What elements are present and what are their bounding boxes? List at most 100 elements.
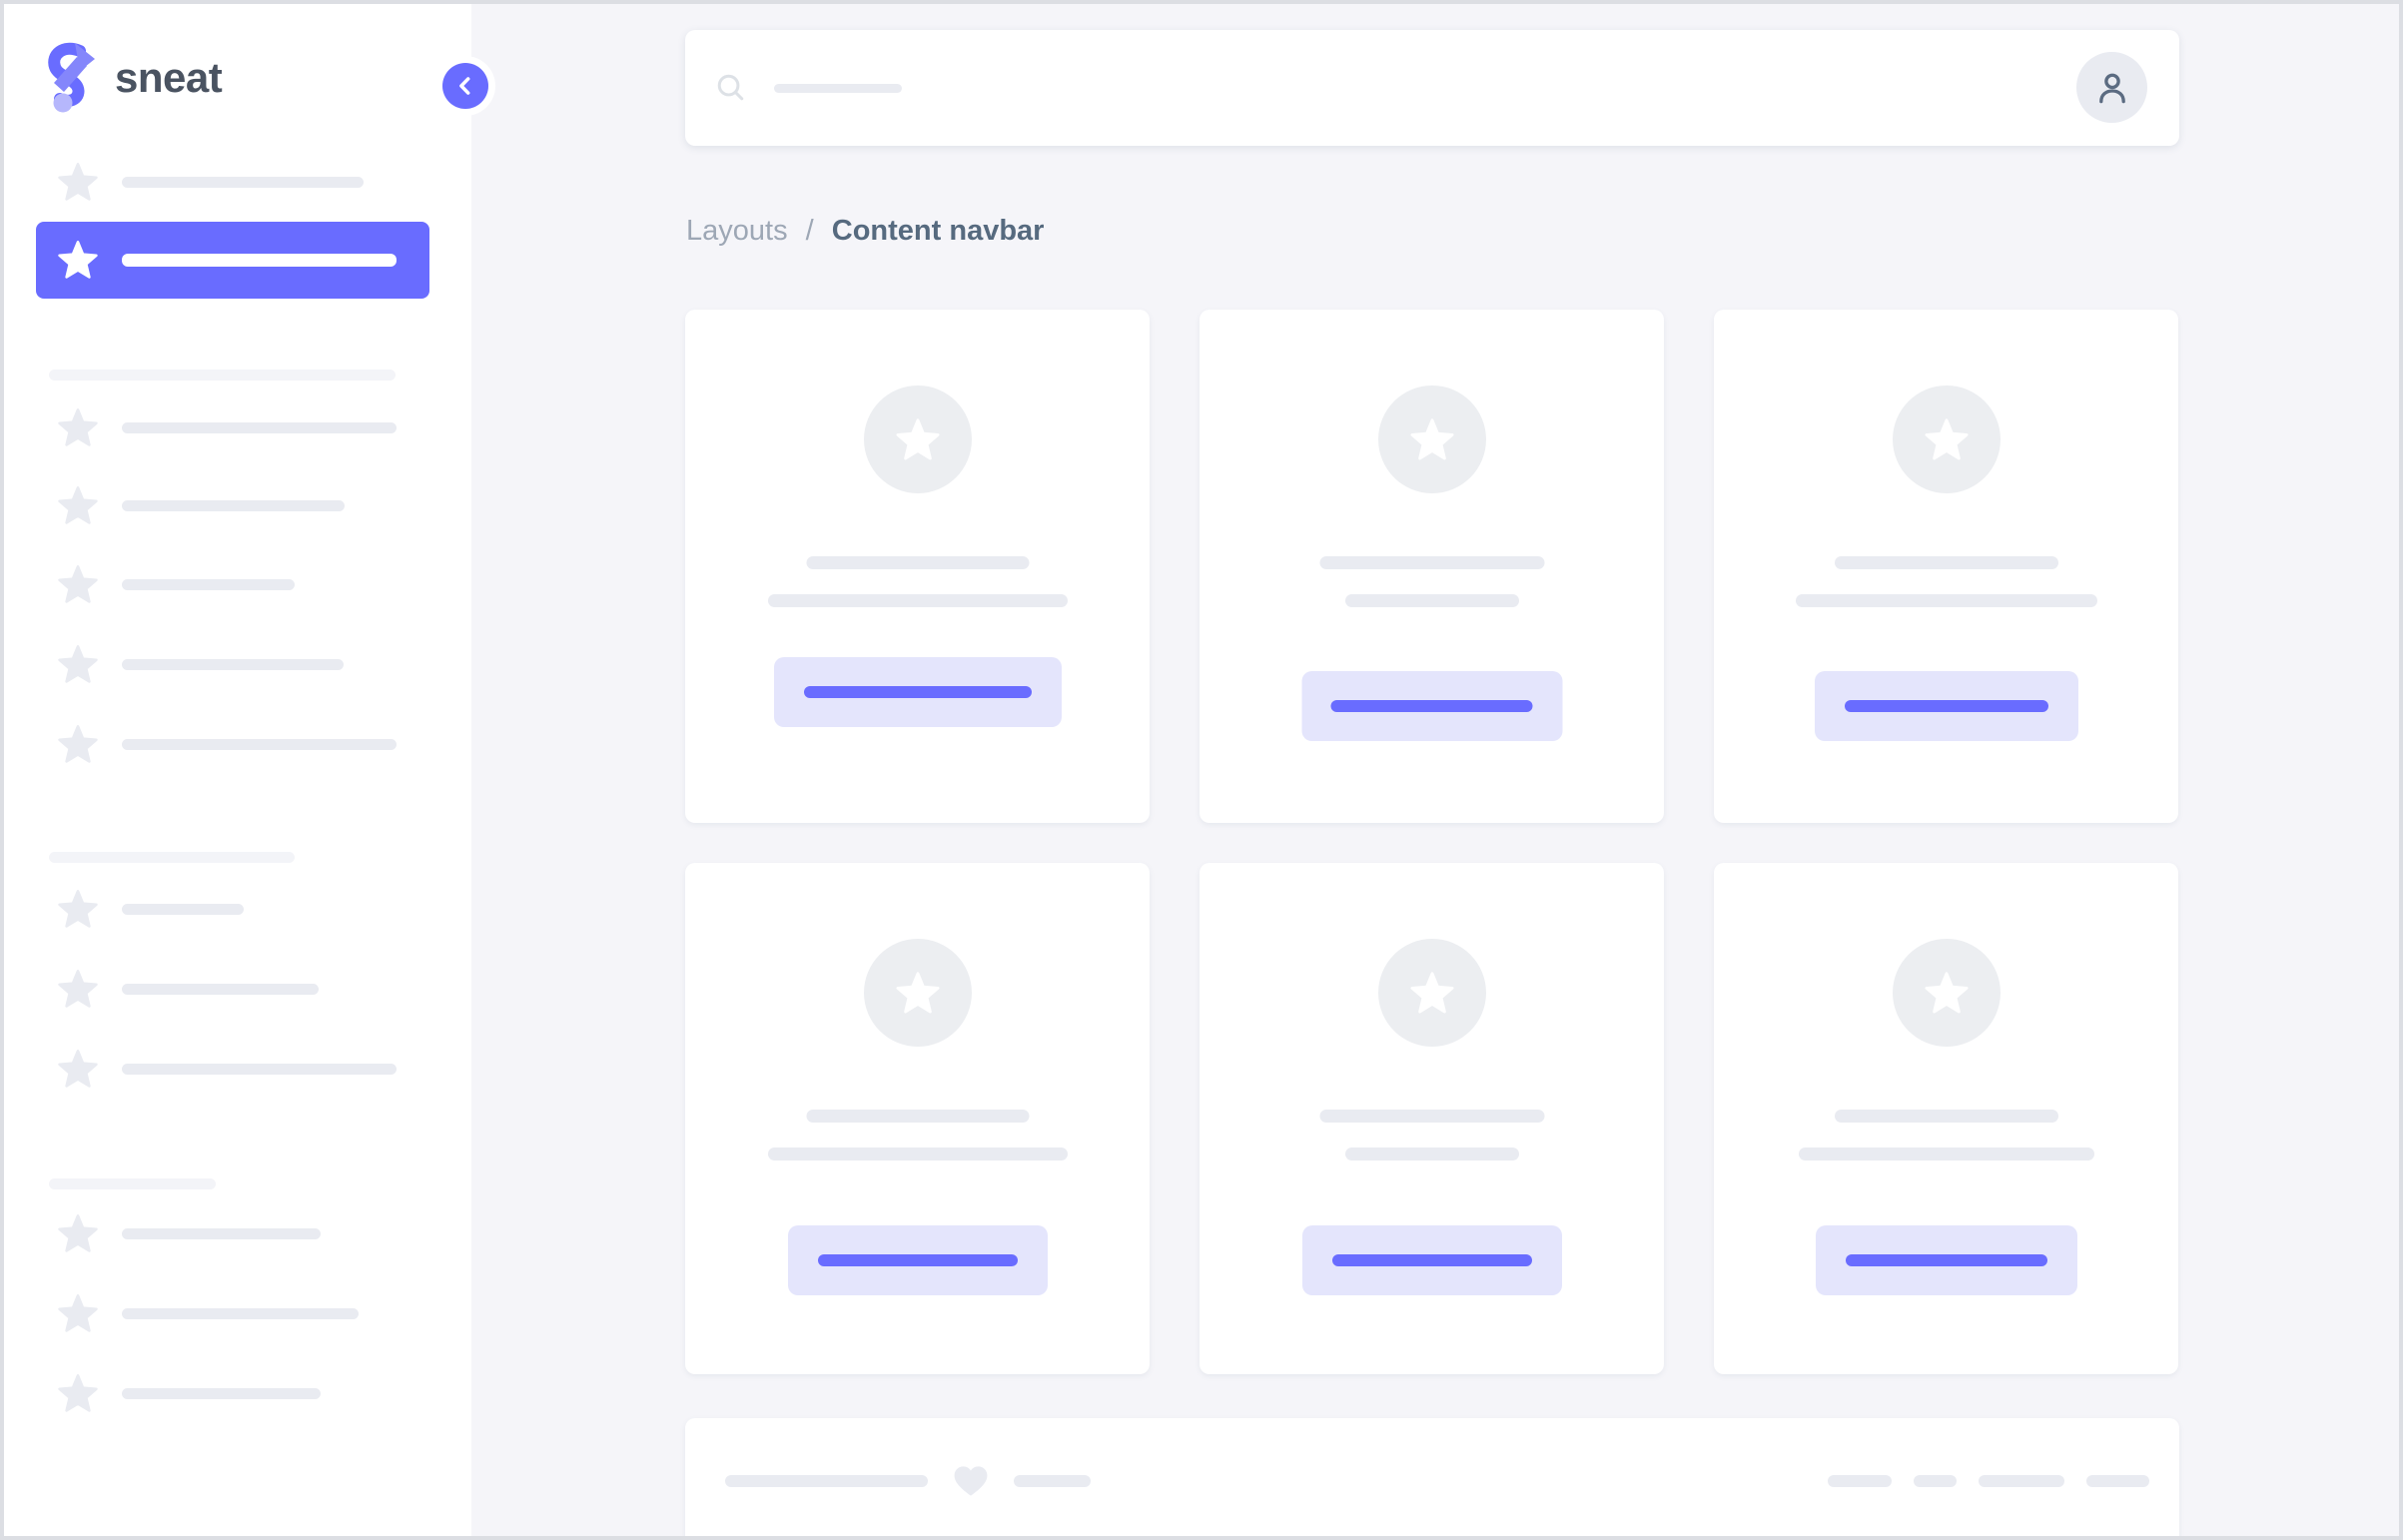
menu-item-icon	[56, 160, 100, 204]
menu-label-skeleton	[122, 1063, 397, 1075]
star-icon	[58, 1294, 98, 1332]
menu-label-skeleton	[122, 1227, 321, 1239]
sidebar-item[interactable]	[36, 706, 429, 783]
placeholder-card	[685, 863, 1150, 1374]
star-icon	[58, 241, 98, 279]
card-action-button[interactable]	[1301, 1225, 1562, 1295]
star-icon	[58, 890, 98, 928]
star-icon	[58, 1214, 98, 1252]
card-avatar-circle	[863, 385, 972, 493]
placeholder-card	[685, 310, 1150, 823]
menu-label-skeleton	[122, 738, 397, 750]
sidebar-item[interactable]	[36, 1275, 429, 1352]
star-icon	[58, 408, 98, 446]
menu-label-skeleton	[122, 1307, 359, 1319]
bottom-card-meta	[725, 1464, 1091, 1498]
menu-label-skeleton	[122, 499, 345, 511]
sidebar-item[interactable]	[36, 144, 429, 221]
card-action-button[interactable]	[773, 657, 1062, 727]
card-avatar-circle	[1377, 939, 1486, 1047]
skeleton-line	[767, 594, 1068, 607]
skeleton-line	[806, 1110, 1029, 1123]
card-grid	[685, 0, 2179, 1398]
skeleton-bar	[1828, 1475, 1892, 1487]
skeleton-line	[1344, 1148, 1519, 1160]
menu-item-icon	[56, 1371, 100, 1415]
sidebar: sneat	[0, 0, 495, 1540]
sidebar-item[interactable]	[36, 1195, 429, 1272]
menu-item-icon	[56, 1047, 100, 1091]
star-icon	[1409, 972, 1454, 1014]
sidebar-menu	[0, 0, 471, 1540]
button-label-skeleton	[817, 1254, 1018, 1266]
star-icon	[895, 972, 940, 1014]
menu-label-skeleton	[122, 983, 319, 995]
star-icon	[58, 970, 98, 1008]
search-input[interactable]	[685, 30, 1584, 146]
skeleton-line	[767, 1148, 1068, 1160]
star-icon	[58, 1374, 98, 1412]
star-icon	[1924, 972, 1969, 1014]
breadcrumb-current: Content navbar	[831, 215, 1045, 247]
sidebar-item[interactable]	[36, 1031, 429, 1108]
menu-item-icon	[56, 1211, 100, 1255]
sidebar-item[interactable]	[36, 389, 429, 466]
card-avatar-circle	[1892, 939, 2001, 1047]
menu-item-icon	[56, 238, 100, 282]
user-icon	[2098, 73, 2125, 103]
sidebar-item[interactable]	[36, 951, 429, 1028]
skeleton-bar	[1014, 1475, 1091, 1487]
breadcrumb-section[interactable]: Layouts	[686, 215, 788, 247]
menu-label-skeleton	[122, 176, 364, 188]
skeleton-line	[806, 556, 1029, 569]
menu-item-icon	[56, 887, 100, 931]
skeleton-bar	[1979, 1475, 2064, 1487]
skeleton-bar	[725, 1475, 928, 1487]
card-action-button[interactable]	[1814, 671, 2078, 741]
sidebar-item[interactable]	[36, 467, 429, 544]
chevron-left-icon	[459, 77, 470, 95]
card-avatar-circle	[1892, 385, 2001, 493]
brand: sneat	[47, 42, 223, 114]
star-icon	[58, 486, 98, 524]
skeleton-line	[1795, 594, 2097, 607]
menu-item-icon	[56, 405, 100, 449]
skeleton-line	[1798, 1148, 2094, 1160]
star-icon	[58, 1050, 98, 1088]
sidebar-item[interactable]	[36, 626, 429, 703]
skeleton-line	[1319, 1110, 1544, 1123]
sneat-logo-icon	[48, 42, 95, 113]
sidebar-item-active[interactable]	[36, 221, 429, 299]
placeholder-card	[1714, 863, 2178, 1374]
menu-section-skeleton	[49, 369, 396, 381]
breadcrumb: Layouts / Content navbar	[686, 214, 1044, 249]
skeleton-bar	[1914, 1475, 1957, 1487]
breadcrumb-separator: /	[805, 215, 814, 247]
brand-name: sneat	[115, 54, 223, 101]
sidebar-item[interactable]	[36, 546, 429, 623]
card-avatar-circle	[863, 939, 972, 1047]
card-action-button[interactable]	[787, 1225, 1048, 1295]
menu-item-icon	[56, 642, 100, 686]
placeholder-card	[1714, 310, 2178, 823]
card-avatar-circle	[1377, 385, 1486, 493]
user-avatar-button[interactable]	[2076, 52, 2147, 123]
skeleton-bar	[2086, 1475, 2149, 1487]
sidebar-collapse-button[interactable]	[435, 56, 495, 116]
menu-item-icon	[56, 483, 100, 527]
card-action-button[interactable]	[1301, 671, 1562, 741]
button-label-skeleton	[1845, 1254, 2047, 1266]
top-navbar	[685, 30, 2179, 146]
sidebar-item[interactable]	[36, 871, 429, 948]
placeholder-card	[1200, 863, 1664, 1374]
menu-item-icon	[56, 1291, 100, 1335]
menu-item-icon	[56, 562, 100, 606]
button-label-skeleton	[1330, 700, 1533, 712]
star-icon	[1924, 418, 1969, 460]
skeleton-line	[1344, 594, 1519, 607]
heart-icon	[954, 1466, 988, 1496]
sidebar-item[interactable]	[36, 1355, 429, 1432]
menu-label-skeleton	[122, 658, 344, 670]
card-action-button[interactable]	[1815, 1225, 2077, 1295]
menu-section-skeleton	[49, 1177, 216, 1189]
